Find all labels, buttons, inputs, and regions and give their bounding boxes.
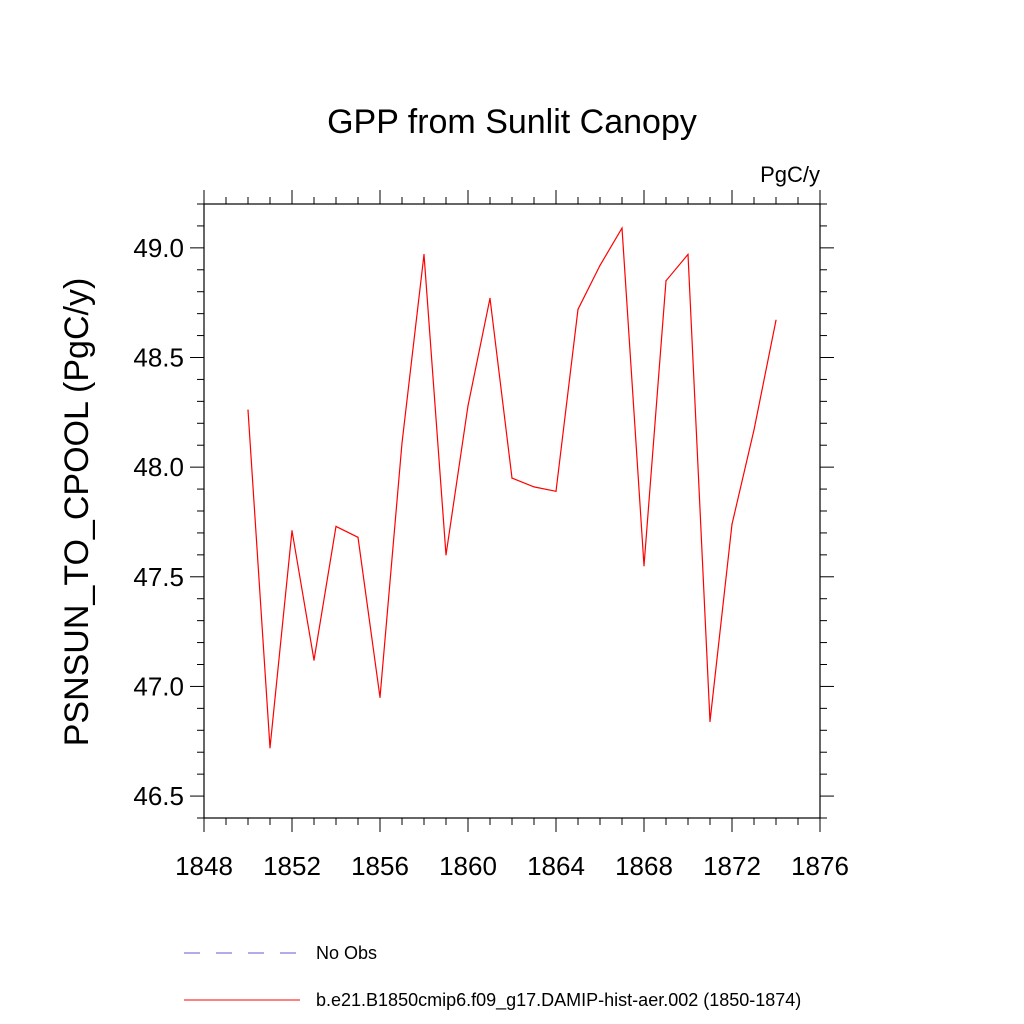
data-point <box>555 490 557 492</box>
x-tick-label: 1852 <box>263 851 321 881</box>
y-tick-label: 47.0 <box>133 671 184 701</box>
data-point <box>621 227 623 229</box>
y-tick-label: 49.0 <box>133 233 184 263</box>
data-point <box>533 486 535 488</box>
x-tick-label: 1868 <box>615 851 673 881</box>
data-point <box>269 747 271 749</box>
x-tick-label: 1860 <box>439 851 497 881</box>
legend-series-label: b.e21.B1850cmip6.f09_g17.DAMIP-hist-aer.… <box>316 990 801 1011</box>
data-point <box>599 264 601 266</box>
data-point <box>335 525 337 527</box>
chart-title: GPP from Sunlit Canopy <box>327 103 697 141</box>
data-point <box>291 530 293 532</box>
data-point <box>313 659 315 661</box>
data-point <box>401 442 403 444</box>
y-tick-label: 48.5 <box>133 343 184 373</box>
x-tick-label: 1848 <box>175 851 233 881</box>
x-tick-label: 1864 <box>527 851 585 881</box>
units-label: PgC/y <box>760 162 820 187</box>
data-point <box>775 319 777 321</box>
data-point <box>489 297 491 299</box>
data-point <box>467 405 469 407</box>
data-point <box>665 280 667 282</box>
data-point <box>753 429 755 431</box>
y-tick-label: 48.0 <box>133 452 184 482</box>
x-tick-label: 1856 <box>351 851 409 881</box>
series-line <box>247 226 777 748</box>
x-tick-label: 1872 <box>703 851 761 881</box>
data-point <box>423 253 425 256</box>
series-layer <box>247 226 777 749</box>
y-tick-label: 47.5 <box>133 562 184 592</box>
data-point <box>379 696 381 698</box>
data-point <box>709 720 711 723</box>
axis-tick-labels: 1848 1852 1856 1860 1864 1868 1872 1876 46.5 47.0… <box>133 233 849 881</box>
legend-no-obs-label: No Obs <box>316 943 377 963</box>
x-tick-label: 1876 <box>791 851 849 881</box>
legend: No Obs b.e21.B1850cmip6.f09_g17.DAMIP-hi… <box>184 943 801 1011</box>
data-point <box>731 523 733 525</box>
data-point <box>577 308 579 310</box>
data-point <box>687 253 689 256</box>
data-point <box>643 565 645 567</box>
y-axis-label: PSNSUN_TO_CPOOL (PgC/y) <box>58 278 96 747</box>
data-point <box>247 409 249 411</box>
data-point <box>445 554 447 556</box>
axis-ticks <box>190 190 834 832</box>
y-tick-label: 46.5 <box>133 781 184 811</box>
data-point <box>357 536 359 538</box>
data-point <box>511 477 513 479</box>
plot-frame <box>203 203 821 819</box>
